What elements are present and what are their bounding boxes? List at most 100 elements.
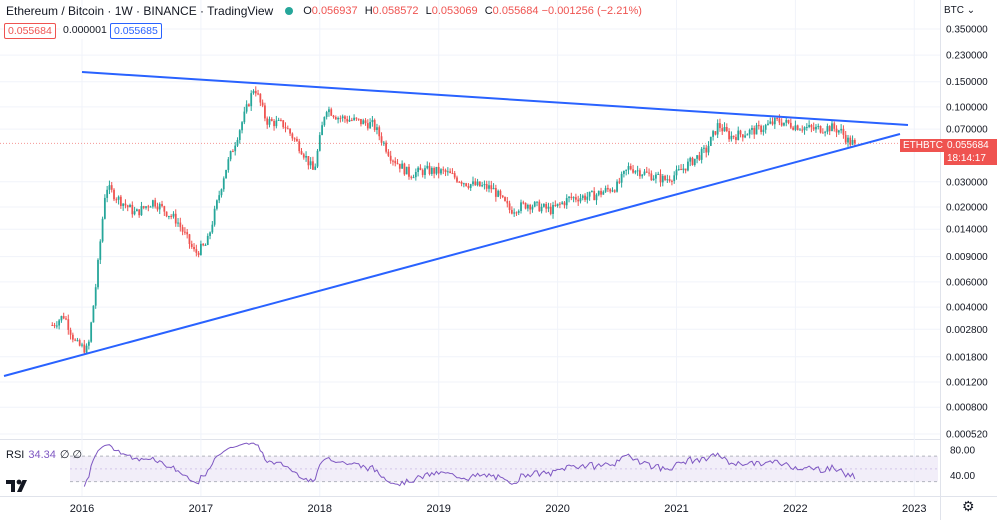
- candle-body: [645, 171, 648, 173]
- candle-body: [277, 119, 280, 121]
- candle-body: [465, 183, 468, 186]
- candle-body: [655, 174, 657, 179]
- candle-body: [762, 129, 765, 133]
- candle-body: [188, 234, 191, 244]
- candle-body: [757, 125, 760, 127]
- ohlc-open-value: 0.056937: [311, 5, 358, 17]
- candle-body: [769, 121, 772, 124]
- candle-body: [268, 119, 271, 125]
- time-tick-label: 2018: [308, 503, 332, 515]
- candle-body: [392, 160, 394, 162]
- price-tick-label: 0.350000: [946, 25, 988, 36]
- candle-body: [394, 160, 397, 164]
- candle-body: [467, 185, 470, 188]
- tradingview-logo-icon[interactable]: [4, 474, 30, 496]
- candle-body: [71, 334, 74, 340]
- candle-body: [218, 195, 221, 201]
- candle-body: [245, 104, 248, 112]
- currency-selector[interactable]: BTC ⌄: [944, 5, 976, 16]
- candle-body: [266, 118, 269, 125]
- candle-body: [499, 190, 502, 196]
- chart-header: Ethereum / Bitcoin · 1W · BINANCE · Trad…: [6, 4, 646, 18]
- candle-body: [312, 161, 314, 170]
- candle-body: [67, 319, 70, 330]
- candle-body: [248, 104, 250, 107]
- candle-body: [76, 340, 79, 342]
- candle-body: [186, 232, 189, 235]
- candle-body: [842, 128, 845, 135]
- candle-body: [209, 232, 211, 236]
- candle-body: [618, 181, 621, 183]
- candle-body: [366, 123, 369, 129]
- candle-body: [65, 318, 67, 320]
- candle-body: [302, 154, 305, 158]
- candle-body: [332, 115, 335, 118]
- candle-body: [748, 129, 751, 135]
- candle-body: [389, 155, 392, 161]
- candle-body: [250, 93, 253, 107]
- candle-body: [707, 145, 710, 153]
- candle-body: [119, 196, 122, 206]
- candle-body: [396, 163, 399, 165]
- candle-body: [574, 197, 577, 200]
- candle-body: [485, 184, 488, 189]
- candle-body: [794, 125, 797, 130]
- candle-body: [577, 199, 580, 202]
- candle-body: [821, 132, 824, 134]
- buy-price-button[interactable]: 0.055685: [110, 23, 162, 39]
- candle-body: [330, 109, 333, 116]
- candle-body: [522, 202, 525, 204]
- candle-body: [179, 222, 182, 228]
- candle-body: [74, 339, 77, 341]
- candle-body: [296, 138, 298, 142]
- candle-body: [666, 179, 669, 181]
- candle-body: [771, 121, 774, 125]
- ohlc-close-key: C: [484, 5, 493, 17]
- candle-body: [147, 206, 150, 208]
- candle-body: [719, 123, 721, 129]
- candle-body: [837, 130, 840, 133]
- candle-body: [687, 161, 689, 171]
- candle-body: [87, 341, 90, 346]
- candle-body: [234, 145, 237, 152]
- candle-body: [737, 130, 740, 141]
- gear-icon[interactable]: ⚙: [962, 498, 975, 514]
- time-tick-label: 2017: [189, 503, 213, 515]
- candle-body: [382, 142, 385, 144]
- candle-body: [334, 117, 337, 120]
- candle-body: [494, 187, 497, 197]
- symbol-title[interactable]: Ethereum / Bitcoin · 1W · BINANCE · Trad…: [6, 4, 274, 18]
- candle-body: [586, 196, 589, 200]
- candle-body: [174, 213, 177, 224]
- candle-body: [524, 202, 527, 209]
- candle-body: [545, 203, 548, 209]
- candle-body: [650, 173, 653, 181]
- candle-body: [572, 197, 575, 199]
- candle-body: [597, 190, 600, 195]
- candle-body: [751, 128, 753, 130]
- candle-body: [590, 191, 593, 193]
- candle-body: [536, 201, 538, 203]
- candle-body: [195, 249, 198, 253]
- candle-body: [531, 206, 534, 210]
- candle-body: [58, 320, 61, 326]
- candle-body: [387, 151, 390, 156]
- candle-body: [481, 185, 484, 187]
- sell-price-button[interactable]: 0.055684: [4, 23, 56, 39]
- candle-body: [785, 119, 788, 123]
- candle-body: [346, 118, 349, 122]
- candle-body: [220, 189, 223, 196]
- candle-body: [417, 167, 420, 173]
- candle-body: [142, 206, 145, 208]
- candle-body: [778, 118, 781, 123]
- candle-body: [170, 215, 173, 217]
- candle-body: [760, 125, 763, 133]
- candle-body: [97, 259, 99, 288]
- candle-body: [202, 243, 205, 246]
- candle-body: [565, 198, 568, 206]
- rsi-legend[interactable]: RSI 34.34 ∅ ∅: [6, 448, 82, 461]
- candle-body: [323, 116, 326, 126]
- candle-body: [792, 127, 795, 130]
- candle-body: [712, 131, 714, 137]
